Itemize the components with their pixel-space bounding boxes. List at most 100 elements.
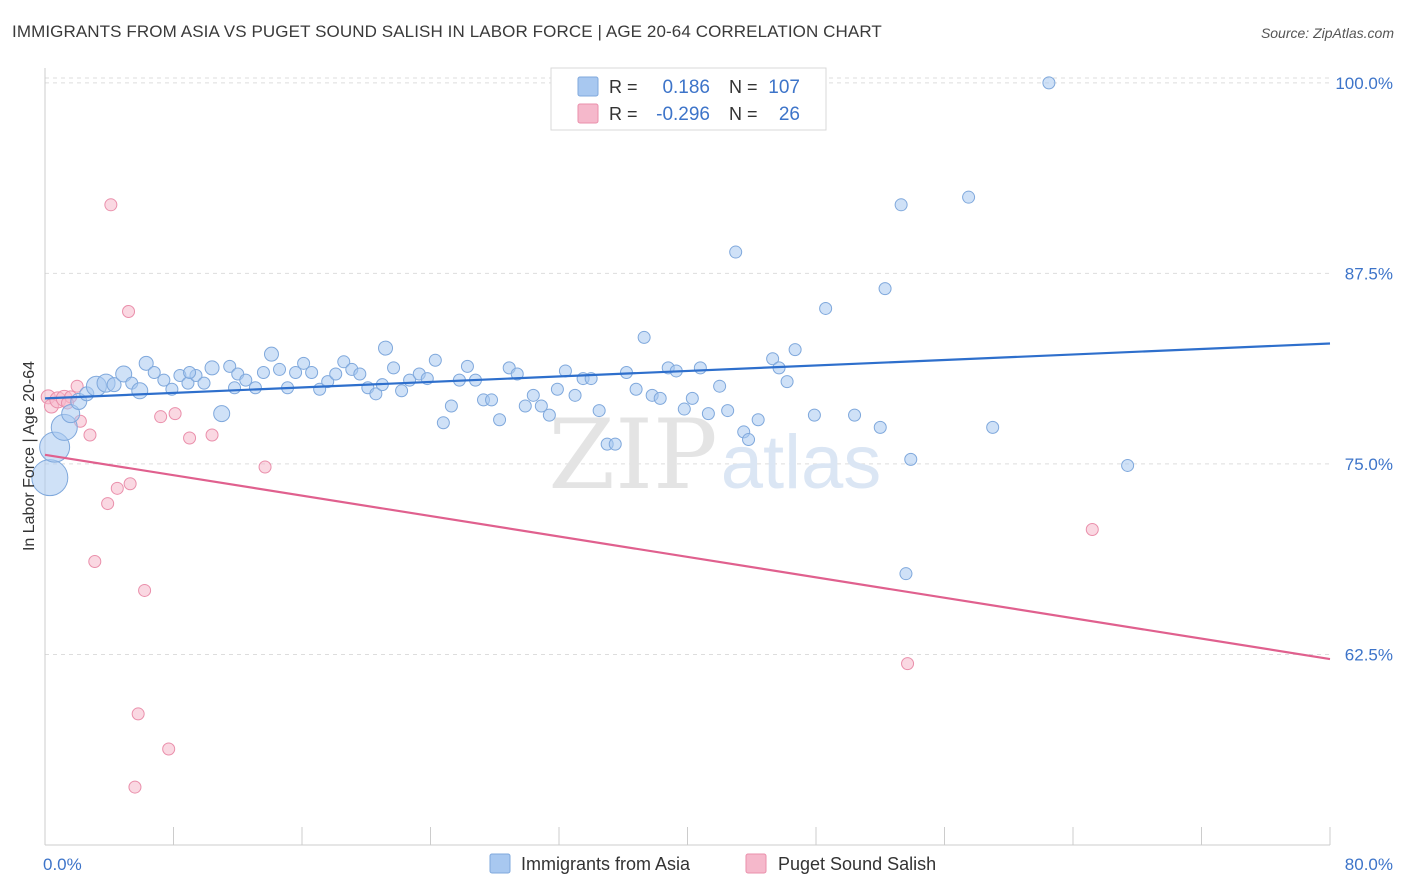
point-puget-sound-salish (168, 407, 182, 421)
point-immigrants-from-asia (742, 433, 756, 447)
point-immigrants-from-asia (138, 355, 154, 371)
watermark: ZIP atlas (548, 399, 881, 511)
point-puget-sound-salish (205, 428, 219, 442)
legend-swatch-pink (745, 853, 767, 874)
point-immigrants-from-asia (873, 420, 887, 434)
point-puget-sound-salish (110, 481, 124, 495)
legend-swatch-blue (489, 853, 511, 874)
point-immigrants-from-asia (228, 381, 242, 395)
point-puget-sound-salish (101, 497, 115, 511)
point-immigrants-from-asia (729, 245, 743, 259)
point-immigrants-from-asia (653, 391, 667, 405)
point-immigrants-from-asia (147, 365, 161, 379)
point-puget-sound-salish (154, 410, 168, 424)
grid (45, 77, 1330, 655)
point-immigrants-from-asia (353, 367, 367, 381)
point-immigrants-from-asia (685, 391, 699, 405)
point-immigrants-from-asia (693, 361, 707, 375)
legend-series-label: Immigrants from Asia (521, 854, 691, 874)
chart-title: IMMIGRANTS FROM ASIA VS PUGET SOUND SALI… (12, 22, 882, 41)
point-puget-sound-salish (83, 428, 97, 442)
point-immigrants-from-asia (878, 282, 892, 296)
point-immigrants-from-asia (460, 359, 474, 373)
y-axis-label: In Labor Force | Age 20-64 (21, 361, 38, 551)
legend-r-label: R = (609, 104, 638, 124)
y-tick-label: 100.0% (1335, 74, 1393, 93)
point-immigrants-from-asia (289, 365, 303, 379)
point-immigrants-from-asia (780, 375, 794, 389)
point-immigrants-from-asia (713, 379, 727, 393)
point-puget-sound-salish (128, 780, 142, 794)
x-tick-labels: 0.0% 80.0% (43, 855, 1393, 874)
point-immigrants-from-asia (239, 373, 253, 387)
legend-n-label: N = (729, 104, 758, 124)
point-immigrants-from-asia (518, 399, 532, 413)
point-puget-sound-salish (104, 198, 118, 212)
chart-source: Source: ZipAtlas.com (1260, 25, 1394, 41)
point-puget-sound-salish (138, 583, 152, 597)
point-immigrants-from-asia (444, 399, 458, 413)
legend-swatch-pink (577, 103, 599, 124)
point-immigrants-from-asia (387, 361, 401, 375)
point-immigrants-from-asia (807, 408, 821, 422)
point-immigrants-from-asia (204, 360, 220, 376)
point-immigrants-from-asia (369, 387, 383, 401)
legend-n-value: 26 (779, 104, 800, 125)
point-immigrants-from-asia (788, 343, 802, 357)
point-immigrants-from-asia (550, 382, 564, 396)
point-immigrants-from-asia (273, 362, 287, 376)
legend-n-value: 107 (768, 77, 800, 98)
legend-swatch-blue (577, 76, 599, 97)
point-immigrants-from-asia (904, 452, 918, 466)
point-immigrants-from-asia (115, 365, 133, 383)
point-immigrants-from-asia (297, 356, 311, 370)
point-immigrants-from-asia (677, 402, 691, 416)
point-immigrants-from-asia (848, 408, 862, 422)
point-immigrants-from-asia (1042, 76, 1056, 90)
y-tick-label: 62.5% (1345, 645, 1393, 664)
legend-r-value: 0.186 (662, 77, 710, 98)
watermark-zip: ZIP (548, 399, 717, 511)
legend-n-label: N = (729, 77, 758, 97)
point-immigrants-from-asia (305, 365, 319, 379)
point-immigrants-from-asia (395, 384, 409, 398)
point-immigrants-from-asia (428, 353, 442, 367)
point-immigrants-from-asia (608, 437, 622, 451)
trend-lines (44, 342, 1331, 661)
point-puget-sound-salish (123, 477, 137, 491)
legend-r-value: -0.296 (656, 104, 710, 125)
point-immigrants-from-asia (534, 399, 548, 413)
legend-r-label: R = (609, 77, 638, 97)
y-tick-label: 87.5% (1345, 264, 1393, 283)
point-puget-sound-salish (131, 707, 145, 721)
x-tick-label: 80.0% (1345, 855, 1393, 874)
point-immigrants-from-asia (337, 355, 351, 369)
point-immigrants-from-asia (183, 365, 197, 379)
point-puget-sound-salish (901, 657, 915, 671)
point-immigrants-from-asia (157, 373, 171, 387)
point-immigrants-from-asia (493, 413, 507, 427)
y-tick-labels: 100.0% 87.5% 75.0% 62.5% (1335, 74, 1393, 665)
y-tick-label: 75.0% (1345, 455, 1393, 474)
point-immigrants-from-asia (899, 567, 913, 581)
point-immigrants-from-asia (223, 359, 237, 373)
point-immigrants-from-asia (1121, 458, 1135, 472)
point-puget-sound-salish (183, 431, 197, 445)
point-immigrants-from-asia (329, 367, 343, 381)
point-immigrants-from-asia (378, 340, 394, 356)
point-immigrants-from-asia (986, 420, 1000, 434)
point-immigrants-from-asia (962, 190, 976, 204)
point-immigrants-from-asia (629, 382, 643, 396)
point-puget-sound-salish (70, 379, 84, 393)
legend-series-label: Puget Sound Salish (778, 854, 936, 874)
point-immigrants-from-asia (894, 198, 908, 212)
point-puget-sound-salish (88, 554, 102, 568)
point-puget-sound-salish (122, 305, 136, 319)
point-immigrants-from-asia (256, 365, 270, 379)
point-immigrants-from-asia (721, 404, 735, 418)
point-immigrants-from-asia (248, 381, 262, 395)
point-immigrants-from-asia (485, 393, 499, 407)
x-tick-label: 0.0% (43, 855, 82, 874)
point-immigrants-from-asia (526, 388, 540, 402)
